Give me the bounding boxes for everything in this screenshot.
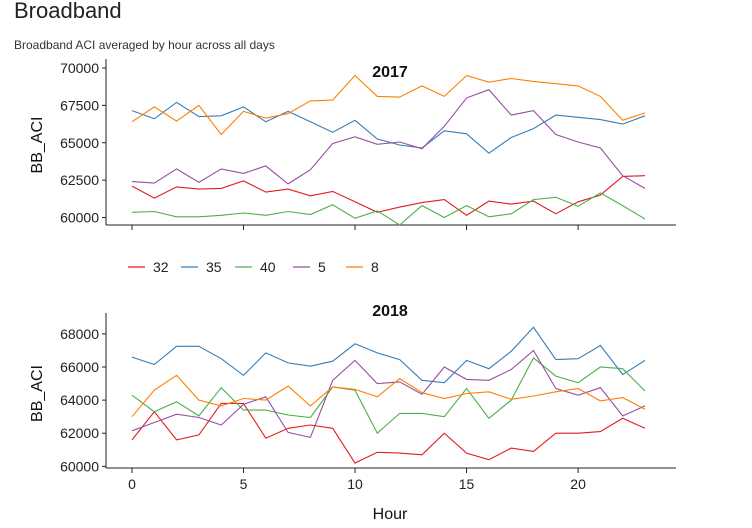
series-line-8 [131, 74, 646, 136]
y-axis-title: BB_ACI [29, 117, 46, 174]
series-line-8 [131, 374, 646, 418]
page-subtitle: Broadband ACI averaged by hour across al… [14, 38, 275, 52]
legend-label-32: 32 [153, 259, 169, 275]
y-tick-label: 68000 [60, 326, 99, 342]
y-tick-label: 65000 [60, 135, 99, 151]
panel-title: 2017 [372, 64, 408, 81]
panel-title: 2018 [372, 303, 408, 320]
series-line-5 [131, 349, 646, 439]
series-line-40 [131, 357, 646, 435]
x-tick-label: 10 [347, 476, 363, 492]
legend-label-5: 5 [318, 259, 326, 275]
x-axis-title: Hour [373, 506, 408, 523]
y-axis-title: BB_ACI [29, 365, 46, 422]
y-tick-label: 60000 [60, 210, 99, 226]
y-tick-label: 62000 [60, 425, 99, 441]
legend-label-8: 8 [371, 259, 379, 275]
series-line-5 [131, 89, 646, 189]
x-tick-label: 15 [459, 476, 475, 492]
y-tick-label: 62500 [60, 172, 99, 188]
y-tick-label: 66000 [60, 359, 99, 375]
x-tick-label: 0 [128, 476, 136, 492]
series-line-35 [131, 326, 646, 384]
series-line-35 [131, 101, 646, 154]
page-title: Broadband [14, 0, 122, 23]
x-tick-label: 5 [240, 476, 248, 492]
y-tick-label: 70000 [60, 60, 99, 76]
series-line-40 [131, 192, 646, 226]
series-line-32 [131, 175, 646, 216]
y-tick-label: 60000 [60, 458, 99, 474]
legend-label-40: 40 [260, 259, 276, 275]
y-tick-label: 64000 [60, 392, 99, 408]
series-line-32 [131, 402, 646, 464]
x-tick-label: 20 [570, 476, 586, 492]
y-tick-label: 67500 [60, 97, 99, 113]
legend-label-35: 35 [206, 259, 222, 275]
